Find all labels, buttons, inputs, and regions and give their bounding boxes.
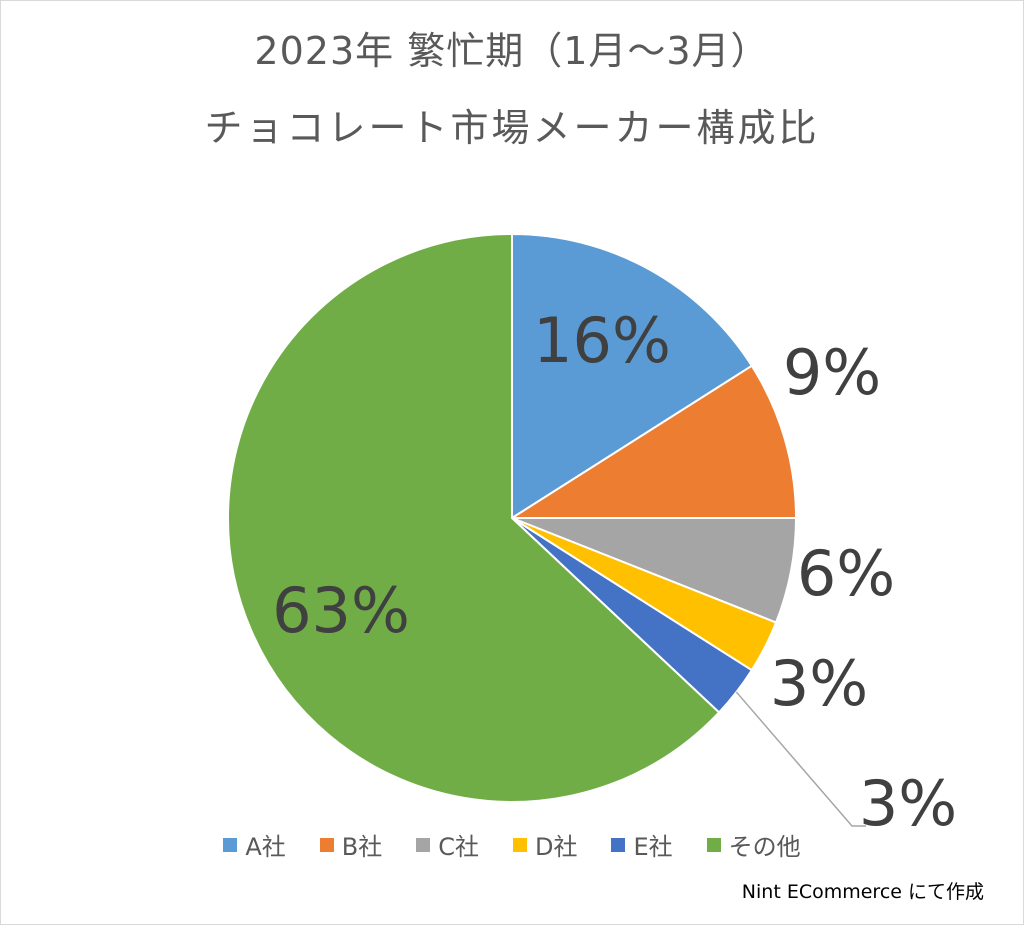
pie-slice-6 <box>227 232 721 803</box>
data-label-2: 9% <box>783 336 881 409</box>
data-label-3: 6% <box>797 537 895 610</box>
pie-slice-1 <box>511 232 754 520</box>
legend-item-3: C社 <box>416 827 479 862</box>
legend-label-5: E社 <box>633 833 673 861</box>
legend-label-2: B社 <box>341 833 383 861</box>
data-label-1: 16% <box>533 304 671 377</box>
chart-title-line-2: チョコレート市場メーカー構成比 <box>204 106 820 150</box>
leader-line-e <box>735 691 866 827</box>
legend-swatch-2 <box>319 837 334 852</box>
legend-swatch-6 <box>706 837 721 852</box>
legend-item-4: D社 <box>513 827 577 862</box>
legend-item-2: B社 <box>319 827 383 862</box>
source-note: Nint ECommerce にて作成 <box>741 881 984 903</box>
data-label-4: 3% <box>770 647 868 720</box>
legend-label-1: A社 <box>245 833 286 861</box>
legend-label-3: C社 <box>438 833 479 861</box>
legend-swatch-4 <box>513 837 527 852</box>
chart-legend: A社 B社 C社 D社 E社 その他 <box>0 827 1024 862</box>
legend-item-6: その他 <box>706 827 801 862</box>
legend-item-1: A社 <box>223 827 286 862</box>
chart-title-line-1: 2023年 繁忙期（1月～3月） <box>254 29 770 73</box>
legend-swatch-5 <box>611 837 626 852</box>
data-label-6: 63% <box>272 574 410 647</box>
pie-slice-2 <box>508 364 798 519</box>
legend-item-5: E社 <box>611 827 673 862</box>
legend-label-4: D社 <box>535 833 578 861</box>
data-label-5: 3% <box>859 767 957 840</box>
legend-swatch-1 <box>223 837 238 852</box>
legend-swatch-3 <box>416 837 431 852</box>
legend-label-6: その他 <box>728 833 801 861</box>
